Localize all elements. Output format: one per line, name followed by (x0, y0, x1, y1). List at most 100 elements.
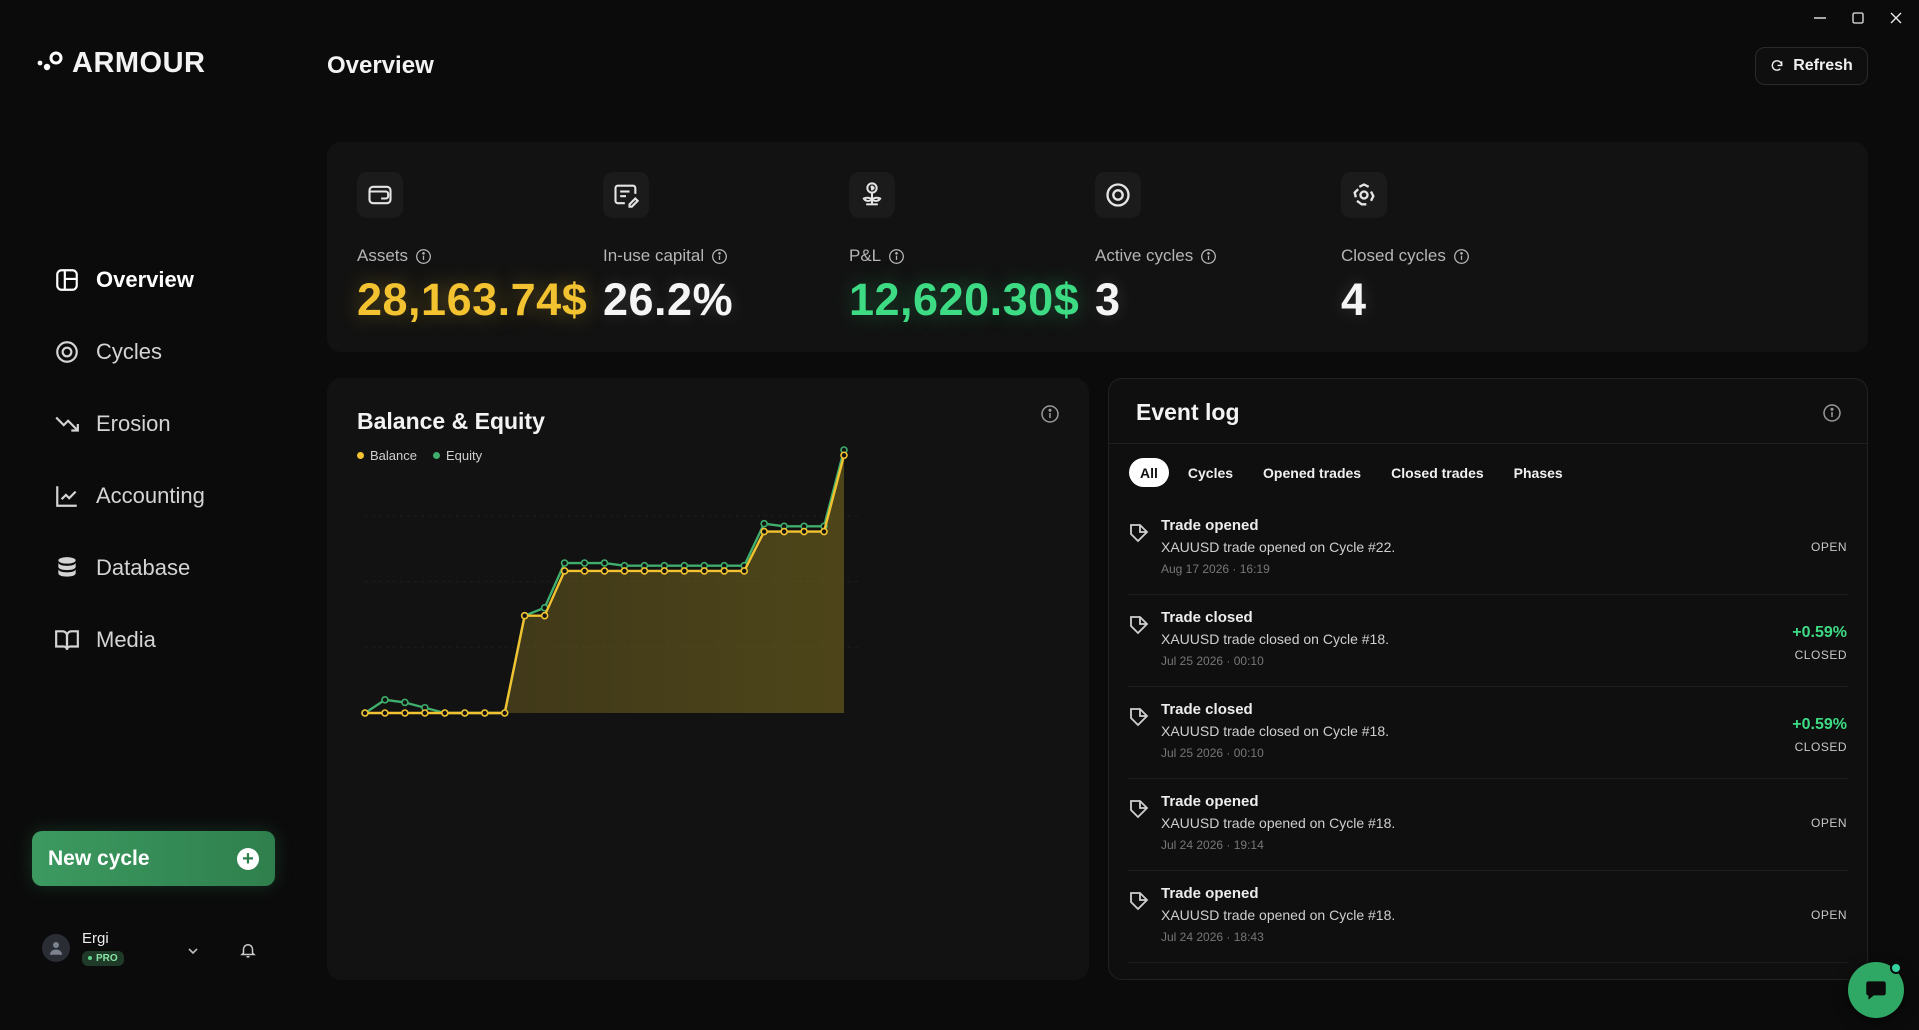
event-title: Trade closed (1161, 701, 1253, 718)
divider (1109, 443, 1867, 444)
minimize-button[interactable] (1803, 6, 1837, 30)
event-desc: XAUUSD trade closed on Cycle #18. (1161, 723, 1389, 739)
data-point-equity (560, 559, 569, 567)
event-desc: XAUUSD trade opened on Cycle #22. (1161, 539, 1396, 555)
data-point-balance (820, 527, 828, 536)
list-item[interactable]: Trade closed XAUUSD trade closed on Cycl… (1127, 595, 1849, 687)
balance-equity-chart[interactable] (327, 378, 1089, 980)
data-point-balance (361, 709, 369, 717)
info-icon[interactable] (711, 248, 728, 265)
sidebar-item-accounting[interactable]: Accounting (30, 460, 280, 532)
status-badge: CLOSED (1794, 740, 1847, 754)
balance-equity-card: Balance & Equity Balance Equity (327, 378, 1089, 980)
pro-badge-label: PRO (96, 952, 118, 964)
bell-icon[interactable] (239, 941, 257, 959)
data-point-balance (580, 567, 589, 575)
layout-icon (56, 269, 78, 291)
data-point-balance (640, 567, 649, 575)
logo-mark-icon (36, 46, 66, 81)
info-icon[interactable] (1200, 248, 1217, 265)
logo[interactable]: ARMOUR (36, 46, 206, 81)
refresh-button[interactable]: Refresh (1755, 47, 1868, 85)
chat-icon (1866, 981, 1886, 1000)
filter-cycles[interactable]: Cycles (1187, 464, 1234, 481)
data-point-equity (401, 698, 409, 707)
event-log-card: Event log All Cycles Opened trades Close… (1108, 378, 1868, 980)
list-item[interactable]: Trade opened XAUUSD trade opened on Cycl… (1127, 503, 1849, 595)
chart-legend: Balance Equity (357, 448, 482, 463)
status-badge: OPEN (1810, 540, 1847, 554)
legend-dot-icon (432, 452, 440, 459)
event-desc: XAUUSD trade opened on Cycle #18. (1161, 907, 1396, 923)
close-button[interactable] (1879, 6, 1913, 30)
balance-area (365, 455, 844, 713)
data-point-balance (840, 451, 848, 460)
user-name: Ergi (82, 930, 109, 947)
info-icon[interactable] (1822, 403, 1842, 423)
stat-value: 12,620.30$ (849, 274, 1080, 325)
data-point-balance (421, 709, 429, 717)
data-point-balance (560, 567, 569, 575)
sidebar-item-database[interactable]: Database (30, 532, 280, 604)
new-cycle-button[interactable]: New cycle + (32, 831, 275, 886)
stat-value: 3 (1095, 274, 1121, 325)
data-point-balance (520, 611, 529, 620)
data-point-equity (760, 519, 768, 528)
event-log-title: Event log (1136, 399, 1240, 425)
target-icon (56, 341, 78, 363)
filter-opened-trades[interactable]: Opened trades (1263, 464, 1362, 481)
sidebar-item-cycles[interactable]: Cycles (30, 316, 280, 388)
data-point-balance (700, 567, 709, 575)
sidebar-item-overview[interactable]: Overview (30, 244, 280, 316)
list-item[interactable]: Trade closed XAUUSD trade closed on Cycl… (1127, 687, 1849, 779)
list-item[interactable]: Trade opened XAUUSD trade opened on Cycl… (1127, 871, 1849, 963)
new-cycle-label: New cycle (48, 846, 150, 870)
tag-icon (1130, 708, 1149, 727)
chat-button[interactable] (1848, 962, 1904, 1018)
data-point-equity (580, 559, 589, 567)
data-point-balance (800, 527, 808, 536)
info-icon[interactable] (1040, 404, 1060, 424)
filter-all[interactable]: All (1129, 458, 1169, 487)
money-plant-icon (849, 172, 895, 218)
stat-value: 28,163.74$ (357, 274, 588, 325)
sidebar-item-media[interactable]: Media (30, 604, 280, 676)
filter-closed-trades[interactable]: Closed trades (1391, 464, 1484, 481)
event-time: Jul 24 2026 · 18:43 (1161, 930, 1264, 944)
tag-icon (1130, 892, 1149, 911)
refresh-icon (1771, 60, 1783, 71)
chevron-down-icon[interactable] (186, 944, 200, 958)
stats-card: Assets 28,163.74$ In-use capital 26.2% P… (327, 142, 1868, 352)
data-point-balance (780, 527, 788, 536)
chart-line-icon (56, 486, 77, 507)
filter-phases[interactable]: Phases (1513, 464, 1563, 481)
sidebar-item-label: Database (96, 555, 191, 580)
sidebar: ARMOUR Overview Cycles Erosion Accountin… (0, 0, 300, 1030)
stat-value: 4 (1341, 274, 1367, 325)
event-desc: XAUUSD trade opened on Cycle #18. (1161, 815, 1396, 831)
target-icon (1095, 172, 1141, 218)
user-profile[interactable]: Ergi PRO (42, 930, 124, 966)
status-badge: OPEN (1810, 908, 1847, 922)
info-icon[interactable] (1453, 248, 1470, 265)
sidebar-item-erosion[interactable]: Erosion (30, 388, 280, 460)
sidebar-item-label: Cycles (96, 339, 163, 364)
page-title: Overview (327, 52, 434, 79)
list-item[interactable]: Trade opened XAUUSD trade opened on Cycl… (1127, 779, 1849, 871)
stat-label-text: In-use capital (603, 246, 705, 265)
data-point-equity (600, 559, 609, 567)
data-point-balance (620, 567, 629, 575)
maximize-icon (1852, 12, 1864, 24)
info-icon[interactable] (415, 248, 432, 265)
data-point-equity (381, 696, 389, 704)
data-point-balance (760, 527, 768, 536)
event-time: Jul 25 2026 · 00:10 (1161, 654, 1264, 668)
trend-down-icon (55, 416, 79, 432)
maximize-button[interactable] (1841, 6, 1875, 30)
sidebar-nav: Overview Cycles Erosion Accounting Datab… (30, 244, 280, 676)
data-point-balance (720, 567, 729, 575)
stat-label: Closed cycles (1341, 246, 1470, 266)
event-list: Trade opened XAUUSD trade opened on Cycl… (1109, 503, 1867, 963)
info-icon[interactable] (888, 248, 905, 265)
